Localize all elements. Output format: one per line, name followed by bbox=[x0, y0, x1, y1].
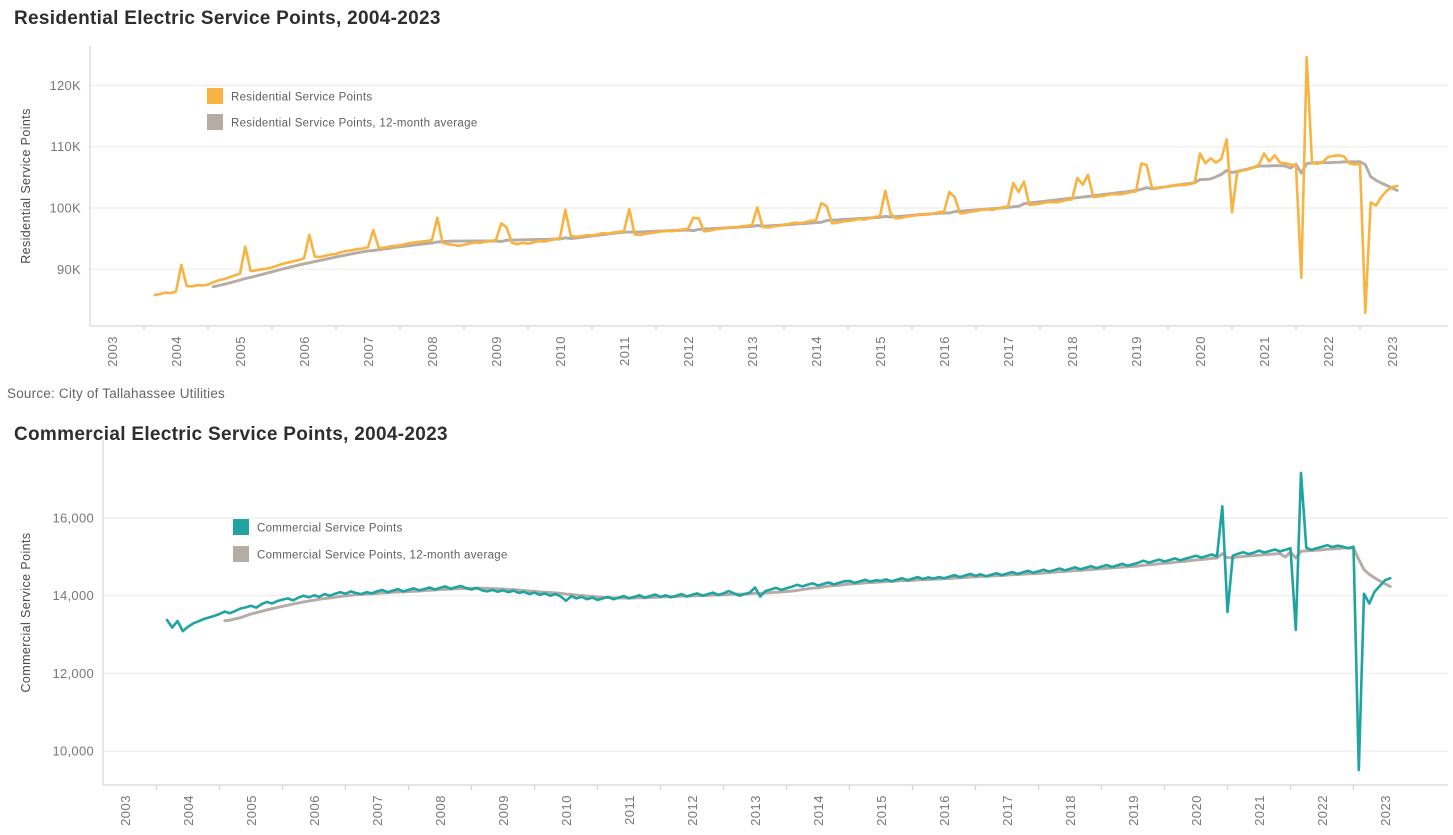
y-tick-label: 100K bbox=[49, 201, 81, 216]
x-tick-label: 2013 bbox=[745, 336, 760, 367]
x-tick-label: 2018 bbox=[1065, 336, 1080, 367]
legend-label[interactable]: Commercial Service Points, 12-month aver… bbox=[257, 550, 508, 562]
x-tick-label: 2012 bbox=[685, 795, 700, 826]
legend-swatch[interactable] bbox=[207, 88, 223, 104]
x-tick-label: 2005 bbox=[244, 795, 259, 826]
x-tick-label: 2011 bbox=[617, 336, 632, 366]
x-tick-label: 2015 bbox=[873, 336, 888, 367]
x-tick-label: 2009 bbox=[489, 336, 504, 367]
y-tick-label: 110K bbox=[50, 139, 81, 154]
x-tick-label: 2017 bbox=[1001, 336, 1016, 367]
y-tick-label: 90K bbox=[57, 262, 81, 277]
x-tick-label: 2022 bbox=[1315, 795, 1330, 826]
commercial-chart-title: Commercial Electric Service Points, 2004… bbox=[14, 424, 448, 445]
x-tick-label: 2015 bbox=[874, 795, 889, 826]
x-tick-label: 2006 bbox=[307, 795, 322, 826]
x-tick-label: 2023 bbox=[1378, 795, 1393, 826]
x-tick-label: 2016 bbox=[937, 336, 952, 367]
legend-label[interactable]: Commercial Service Points bbox=[257, 523, 403, 535]
residential-chart-canvas: 2003 2004 2005 2006 2007 2008 2009 2010 2011 2012… bbox=[19, 46, 1448, 367]
y-tick-label: 14,000 bbox=[52, 588, 94, 603]
series-line-main[interactable] bbox=[165, 471, 1392, 772]
series-line-average[interactable] bbox=[211, 160, 1399, 289]
legend-label[interactable]: Residential Service Points, 12-month ave… bbox=[231, 118, 478, 130]
x-tick-label: 2014 bbox=[811, 795, 826, 826]
legend-label[interactable]: Residential Service Points bbox=[231, 92, 372, 104]
y-axis-title: Residential Service Points bbox=[19, 108, 33, 264]
y-tick-label: 120K bbox=[49, 78, 81, 93]
x-tick-label: 2004 bbox=[181, 795, 196, 826]
y-tick-label: 16,000 bbox=[52, 511, 94, 526]
source-note: Source: City of Tallahassee Utilities bbox=[7, 386, 225, 401]
x-tick-label: 2003 bbox=[105, 336, 120, 367]
x-tick-label: 2003 bbox=[118, 795, 133, 826]
x-tick-label: 2006 bbox=[297, 336, 312, 367]
x-tick-label: 2020 bbox=[1189, 795, 1204, 826]
legend-swatch[interactable] bbox=[233, 519, 249, 535]
x-tick-label: 2012 bbox=[681, 336, 696, 367]
x-tick-label: 2022 bbox=[1321, 336, 1336, 367]
x-tick-label: 2007 bbox=[370, 795, 385, 826]
y-axis-title: Commercial Service Points bbox=[19, 532, 33, 692]
x-tick-label: 2013 bbox=[748, 795, 763, 826]
y-tick-label: 10,000 bbox=[52, 744, 94, 759]
x-tick-label: 2016 bbox=[937, 795, 952, 826]
x-tick-label: 2023 bbox=[1385, 336, 1400, 367]
residential-chart-title: Residential Electric Service Points, 200… bbox=[14, 8, 441, 29]
x-tick-label: 2011 bbox=[622, 795, 637, 825]
legend-swatch[interactable] bbox=[233, 546, 249, 562]
x-tick-label: 2017 bbox=[1000, 795, 1015, 826]
x-tick-label: 2009 bbox=[496, 795, 511, 826]
x-tick-label: 2019 bbox=[1129, 336, 1144, 367]
y-tick-label: 12,000 bbox=[52, 666, 94, 681]
x-tick-label: 2020 bbox=[1193, 336, 1208, 367]
x-tick-label: 2004 bbox=[169, 336, 184, 367]
x-tick-label: 2018 bbox=[1063, 795, 1078, 826]
x-tick-label: 2010 bbox=[559, 795, 574, 826]
x-tick-label: 2005 bbox=[233, 336, 248, 367]
x-tick-label: 2010 bbox=[553, 336, 568, 367]
x-tick-label: 2019 bbox=[1126, 795, 1141, 826]
commercial-chart-canvas: 2003 2004 2005 2006 2007 2008 2009 2010 2011 2012… bbox=[19, 440, 1448, 826]
x-tick-label: 2008 bbox=[425, 336, 440, 367]
x-tick-label: 2007 bbox=[361, 336, 376, 367]
series-line-main[interactable] bbox=[153, 55, 1399, 315]
x-tick-label: 2021 bbox=[1257, 336, 1272, 367]
x-tick-label: 2021 bbox=[1252, 795, 1267, 826]
x-tick-label: 2014 bbox=[809, 336, 824, 367]
legend-swatch[interactable] bbox=[207, 114, 223, 130]
x-tick-label: 2008 bbox=[433, 795, 448, 826]
